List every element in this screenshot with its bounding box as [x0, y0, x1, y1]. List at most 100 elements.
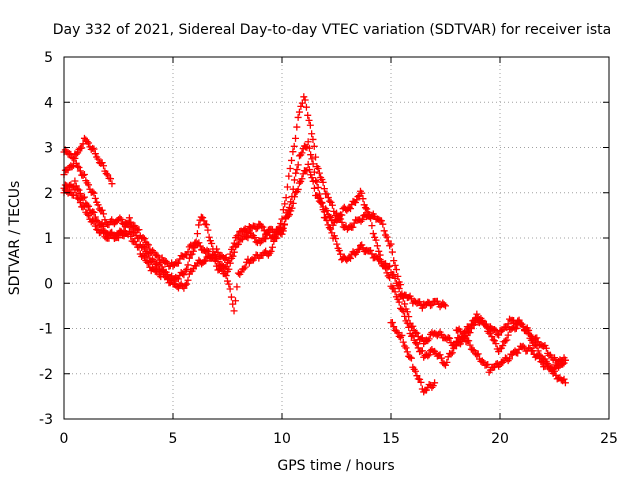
data-point — [226, 250, 234, 258]
data-point — [399, 338, 407, 346]
x-axis-label: GPS time / hours — [277, 458, 394, 474]
data-point — [135, 226, 143, 234]
data-point — [233, 283, 241, 291]
data-point — [298, 175, 306, 183]
data-point — [72, 150, 80, 158]
data-point — [425, 351, 433, 359]
data-point — [448, 349, 456, 357]
data-point — [229, 243, 237, 251]
data-point — [327, 225, 335, 233]
data-point — [283, 183, 291, 191]
data-point — [305, 166, 313, 174]
data-point — [268, 243, 276, 251]
data-point — [74, 149, 82, 157]
data-point — [416, 375, 424, 383]
data-point — [292, 169, 300, 177]
data-point — [252, 225, 260, 233]
data-point — [401, 300, 409, 308]
data-point — [189, 247, 197, 255]
data-point — [298, 149, 306, 157]
data-point — [363, 205, 371, 213]
data-point — [560, 375, 568, 383]
data-point — [347, 205, 355, 213]
data-point — [433, 332, 441, 340]
data-point — [305, 144, 313, 152]
data-point — [359, 195, 367, 203]
data-point — [108, 180, 116, 188]
data-point — [72, 159, 80, 167]
data-point — [140, 253, 148, 261]
data-point — [512, 324, 520, 332]
data-point — [395, 298, 403, 306]
x-tick-label: 20 — [491, 431, 509, 447]
data-point — [318, 199, 326, 207]
data-point — [425, 335, 433, 343]
data-point — [279, 224, 287, 232]
data-point — [338, 218, 346, 226]
data-point — [304, 160, 312, 168]
data-point — [199, 214, 207, 222]
data-point — [100, 210, 108, 218]
data-point — [398, 306, 406, 314]
x-tick-label: 15 — [382, 431, 400, 447]
data-point — [503, 336, 511, 344]
data-point — [353, 196, 361, 204]
data-point — [403, 319, 411, 327]
data-point — [403, 308, 411, 316]
data-point — [204, 226, 212, 234]
data-point — [279, 206, 287, 214]
data-point — [319, 178, 327, 186]
data-point — [533, 342, 541, 350]
data-point — [314, 165, 322, 173]
data-point — [390, 323, 398, 331]
data-point — [401, 312, 409, 320]
data-point — [523, 326, 531, 334]
data-point — [416, 298, 424, 306]
data-point — [446, 334, 454, 342]
data-point — [116, 214, 124, 222]
data-point — [403, 348, 411, 356]
data-point — [80, 171, 88, 179]
data-point — [307, 151, 315, 159]
data-point — [91, 150, 99, 158]
data-point — [390, 284, 398, 292]
data-point — [387, 240, 395, 248]
chart-title: Day 332 of 2021, Sidereal Day-to-day VTE… — [53, 22, 611, 38]
y-tick-label: 4 — [44, 95, 53, 111]
data-point — [226, 285, 234, 293]
data-point — [258, 222, 266, 230]
data-point — [367, 246, 375, 254]
y-tick-label: -1 — [39, 322, 53, 338]
data-point — [79, 171, 87, 179]
data-point — [538, 358, 546, 366]
data-point — [80, 202, 88, 210]
data-point — [143, 258, 151, 266]
data-point — [79, 140, 87, 148]
data-point — [314, 194, 322, 202]
data-point — [437, 354, 445, 362]
data-point — [295, 108, 303, 116]
data-point — [391, 274, 399, 282]
data-point — [144, 259, 152, 267]
data-point — [358, 216, 366, 223]
data-point — [312, 153, 320, 161]
data-point — [302, 103, 310, 111]
data-point — [85, 181, 93, 189]
data-point — [125, 214, 133, 222]
data-point — [85, 139, 93, 147]
data-point — [373, 242, 381, 250]
data-point — [144, 241, 152, 249]
data-point — [413, 372, 421, 380]
data-point — [392, 266, 400, 274]
data-point — [225, 265, 233, 273]
data-point — [183, 265, 191, 273]
data-point — [412, 339, 420, 347]
data-point — [74, 162, 82, 170]
data-point — [368, 222, 376, 230]
data-point — [100, 229, 108, 237]
data-point — [116, 227, 124, 235]
data-point — [391, 261, 399, 269]
data-point — [243, 227, 251, 235]
data-point — [325, 224, 333, 232]
data-point — [467, 320, 475, 328]
